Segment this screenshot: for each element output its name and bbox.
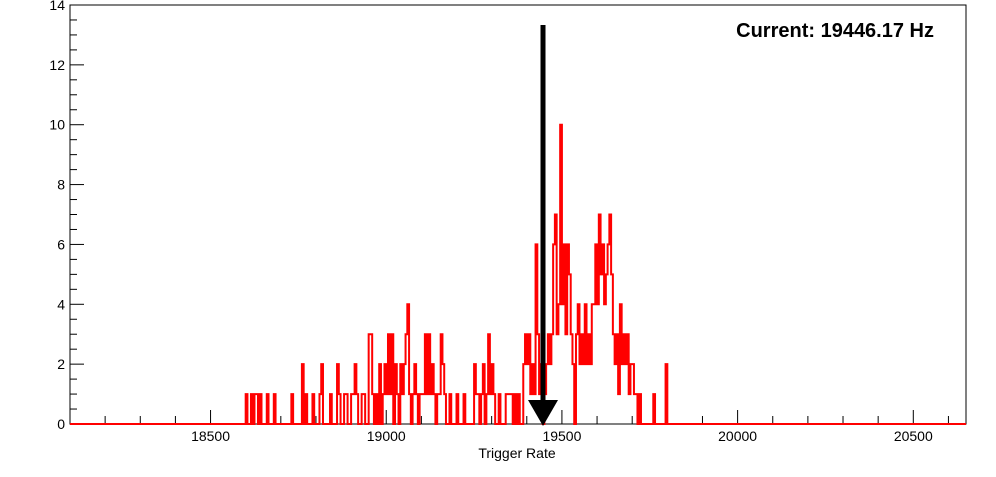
axes: 0 2 4 6 8 10 12 14 18500 19000 19500 20000 20500 [49,0,967,444]
y-tick-label: 12 [49,57,65,73]
y-tick-label: 2 [57,356,65,372]
y-tick-label: 0 [57,416,65,432]
y-tick-label: 8 [57,177,65,193]
x-tick-label: 18500 [191,428,230,444]
histogram-line [70,123,966,425]
x-tick-label: 19500 [542,428,581,444]
x-tick-label: 20000 [718,428,757,444]
y-tick-label: 10 [49,117,65,133]
x-tick-label: 20500 [894,428,933,444]
current-rate-label: Current: 19446.17 Hz [736,20,934,42]
y-tick-label: 14 [49,0,65,13]
marker-arrow-head [528,400,559,426]
y-tick-label: 6 [57,236,65,252]
y-tick-label: 4 [57,296,65,312]
histogram-series [70,123,966,425]
x-tick-label: 19000 [367,428,406,444]
x-axis-title: Trigger Rate [478,445,556,461]
current-marker [528,25,559,426]
